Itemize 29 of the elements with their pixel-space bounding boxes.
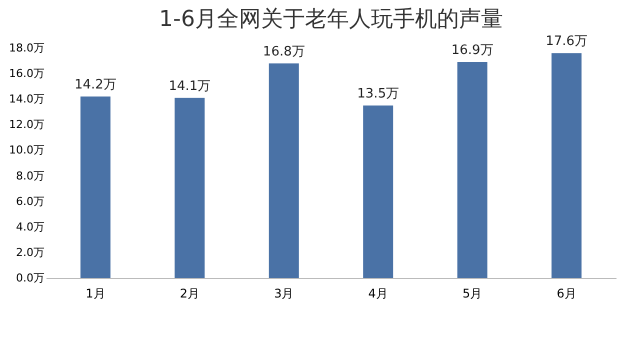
y-tick-label: 0.0万 — [16, 272, 44, 284]
data-label: 14.2万 — [74, 78, 116, 93]
y-tick-label: 12.0万 — [9, 118, 44, 132]
bar — [80, 96, 110, 278]
data-label: 16.9万 — [451, 43, 494, 58]
y-tick-label: 10.0万 — [9, 144, 44, 157]
x-tick-label: 4月 — [368, 286, 388, 300]
data-label: 14.1万 — [168, 78, 211, 94]
data-label: 17.6万 — [546, 34, 588, 50]
y-tick-label: 8.0万 — [16, 169, 44, 182]
bar — [268, 63, 299, 278]
bar — [174, 98, 205, 278]
y-tick-label: 14.0万 — [9, 92, 44, 106]
data-label: 16.8万 — [262, 44, 305, 60]
y-tick-label: 6.0万 — [16, 194, 44, 208]
x-tick-label: 6月 — [556, 286, 576, 300]
y-tick-label: 2.0万 — [16, 246, 44, 259]
y-tick-label: 18.0万 — [9, 42, 44, 54]
data-label: 13.5万 — [357, 86, 400, 102]
x-tick-label: 3月 — [274, 286, 294, 300]
x-tick-label: 5月 — [462, 286, 482, 300]
y-tick-label: 4.0万 — [16, 220, 44, 234]
y-tick-label: 16.0万 — [9, 67, 44, 80]
x-tick-label: 1月 — [86, 286, 106, 300]
chart-title: 1-6月全网关于老年人玩手机的声量 — [159, 7, 503, 32]
bar — [457, 62, 488, 278]
bar — [552, 53, 582, 278]
x-tick-label: 2月 — [180, 286, 200, 300]
bar — [363, 106, 394, 278]
